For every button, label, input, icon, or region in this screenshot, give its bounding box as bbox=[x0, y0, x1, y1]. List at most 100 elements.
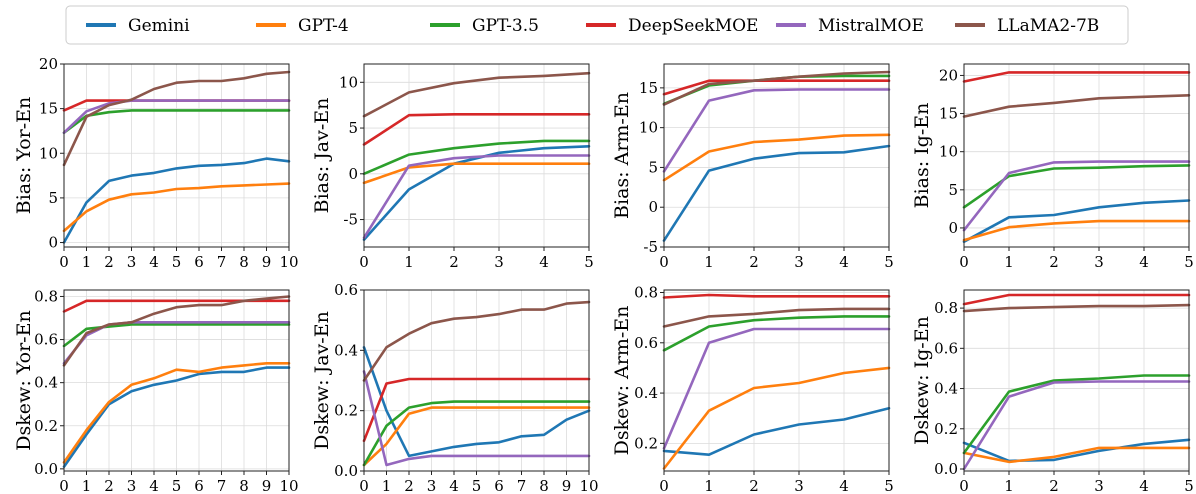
x-tick-label: 5 bbox=[584, 253, 594, 271]
y-tick-label: 0.6 bbox=[634, 334, 658, 352]
x-tick-label: 5 bbox=[172, 253, 182, 271]
y-tick-label: 5 bbox=[348, 119, 358, 137]
x-tick-label: 1 bbox=[704, 477, 714, 494]
y-tick-label: 0 bbox=[648, 198, 658, 216]
y-tick-label: 0.2 bbox=[634, 434, 658, 452]
y-tick-label: 10 bbox=[939, 143, 958, 161]
x-tick-label: 2 bbox=[1049, 477, 1059, 494]
x-tick-label: 0 bbox=[659, 477, 669, 494]
series-line-mistralmoe bbox=[962, 380, 1191, 471]
x-tick-label: 4 bbox=[149, 477, 159, 494]
y-tick-label: 15 bbox=[639, 79, 658, 97]
y-tick-label: 0.4 bbox=[334, 341, 358, 359]
x-tick-label: 1 bbox=[82, 253, 92, 271]
x-tick-label: 2 bbox=[749, 253, 759, 271]
y-tick-label: 0.8 bbox=[934, 299, 958, 317]
x-tick-label: 4 bbox=[1139, 253, 1149, 271]
x-tick-label: 8 bbox=[239, 253, 249, 271]
plot-frame bbox=[963, 63, 1190, 248]
x-tick-label: 9 bbox=[562, 477, 572, 494]
series-line-mistralmoe bbox=[662, 327, 891, 450]
chart-panel-2: 0 1 2 3 4 5 -5 0 5 10 Bias: Jav-En bbox=[311, 63, 594, 271]
x-tick-label: 5 bbox=[884, 477, 894, 494]
series-line-mistralmoe bbox=[62, 99, 291, 134]
y-tick-label: 15 bbox=[39, 100, 58, 118]
x-tick-label: 3 bbox=[794, 253, 804, 271]
series-line-gpt-4 bbox=[662, 366, 891, 470]
series-line-gemini bbox=[662, 144, 891, 242]
x-tick-label: 1 bbox=[404, 253, 414, 271]
y-tick-label: 0.6 bbox=[334, 281, 358, 299]
series-line-gpt-3-5 bbox=[62, 109, 291, 134]
y-axis-label: Dskew: Ig-En bbox=[911, 316, 933, 445]
series-line-gpt-3-5 bbox=[362, 139, 591, 176]
x-tick-label: 7 bbox=[517, 477, 527, 494]
x-tick-label: 2 bbox=[104, 477, 114, 494]
y-axis-label: Dskew: Jav-En bbox=[311, 311, 333, 450]
x-tick-label: 3 bbox=[127, 477, 137, 494]
x-tick-label: 2 bbox=[404, 477, 414, 494]
x-tick-label: 1 bbox=[382, 477, 392, 494]
x-tick-label: 3 bbox=[794, 477, 804, 494]
x-tick-label: 1 bbox=[1004, 477, 1014, 494]
series-line-gemini bbox=[362, 345, 591, 458]
y-tick-label: 10 bbox=[39, 144, 58, 162]
series-line-gpt-4 bbox=[362, 406, 591, 467]
y-tick-label: 0.2 bbox=[934, 420, 958, 438]
x-tick-label: 7 bbox=[217, 477, 227, 494]
x-tick-label: 7 bbox=[217, 253, 227, 271]
y-tick-label: 0 bbox=[348, 165, 358, 183]
series-line-llama2-7b bbox=[962, 303, 1191, 313]
y-axis-label: Bias: Ig-En bbox=[911, 103, 933, 209]
y-axis-label: Dskew: Arm-En bbox=[611, 306, 633, 456]
y-tick-label: 20 bbox=[39, 55, 58, 73]
series-line-gpt-4 bbox=[962, 446, 1191, 464]
x-tick-label: 5 bbox=[472, 477, 482, 494]
y-tick-label: 0.8 bbox=[34, 287, 58, 305]
x-tick-label: 10 bbox=[579, 477, 598, 494]
legend-label: DeepSeekMOE bbox=[628, 16, 758, 36]
legend-label: LLaMA2-7B bbox=[997, 16, 1099, 36]
x-tick-label: 0 bbox=[359, 477, 369, 494]
y-tick-label: 0.0 bbox=[34, 460, 58, 478]
x-tick-label: 0 bbox=[659, 253, 669, 271]
series-line-mistralmoe bbox=[962, 160, 1191, 232]
series-line-deepseekmoe bbox=[662, 293, 891, 299]
x-tick-label: 3 bbox=[427, 477, 437, 494]
x-tick-label: 3 bbox=[1094, 477, 1104, 494]
x-tick-label: 5 bbox=[1184, 477, 1194, 494]
series-line-gemini bbox=[662, 406, 891, 457]
y-tick-label: 0.0 bbox=[934, 460, 958, 478]
series-line-gpt-3-5 bbox=[662, 315, 891, 352]
y-tick-label: 0.2 bbox=[34, 417, 58, 435]
series-line-mistralmoe bbox=[362, 370, 591, 467]
series-line-llama2-7b bbox=[62, 70, 291, 167]
x-tick-label: 6 bbox=[194, 253, 204, 271]
x-tick-label: 4 bbox=[1139, 477, 1149, 494]
y-tick-label: 5 bbox=[648, 158, 658, 176]
y-tick-label: 0.4 bbox=[34, 374, 58, 392]
y-tick-label: 10 bbox=[339, 73, 358, 91]
y-tick-label: 20 bbox=[939, 66, 958, 84]
x-tick-label: 1 bbox=[1004, 253, 1014, 271]
series-line-gpt-4 bbox=[962, 219, 1191, 242]
series-line-gemini bbox=[62, 157, 291, 244]
x-tick-label: 3 bbox=[1094, 253, 1104, 271]
series-line-gemini bbox=[962, 199, 1191, 243]
y-tick-label: 0.8 bbox=[634, 284, 658, 302]
x-tick-label: 0 bbox=[59, 477, 69, 494]
series-line-llama2-7b bbox=[662, 70, 891, 106]
x-tick-label: 5 bbox=[1184, 253, 1194, 271]
x-tick-label: 8 bbox=[539, 477, 549, 494]
y-tick-label: 0.2 bbox=[334, 402, 358, 420]
x-tick-label: 1 bbox=[82, 477, 92, 494]
y-tick-label: 0.6 bbox=[934, 339, 958, 357]
x-tick-label: 2 bbox=[104, 253, 114, 271]
legend-label: GPT-4 bbox=[298, 16, 349, 36]
series-line-gpt-4 bbox=[62, 361, 291, 464]
plot-frame bbox=[363, 63, 590, 248]
